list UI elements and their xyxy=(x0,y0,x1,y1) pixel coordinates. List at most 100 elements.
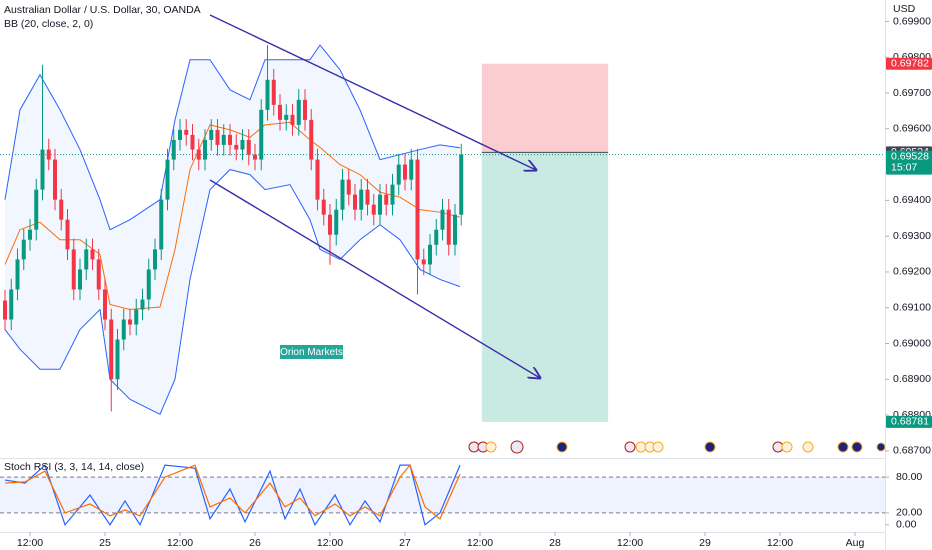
y-tick-label: 20.00 xyxy=(896,507,922,519)
y-tick-label: 0.69700 xyxy=(893,87,931,99)
data-layer xyxy=(3,45,464,527)
candle-body xyxy=(309,119,314,160)
candle-body xyxy=(396,164,401,185)
candle-body xyxy=(421,259,426,265)
annotation-box xyxy=(280,345,343,359)
candle-body xyxy=(334,209,339,235)
candle-body xyxy=(21,239,26,260)
y-tick-label: 0.69300 xyxy=(893,230,931,242)
band-fill xyxy=(5,45,460,415)
y-tick-label: 0.69100 xyxy=(893,302,931,314)
candle-body xyxy=(403,164,407,180)
candle-body xyxy=(165,159,170,200)
candle-body xyxy=(353,194,357,210)
candle-body xyxy=(3,300,7,320)
candle-body xyxy=(71,249,76,290)
candle-body xyxy=(134,309,139,325)
y-tick-label: 0.68900 xyxy=(893,373,931,385)
oscillator-title: Stoch RSI (3, 3, 14, 14, close) xyxy=(4,461,144,473)
candle-body xyxy=(221,134,226,145)
candle-body xyxy=(253,154,257,160)
countdown-label: 15:07 xyxy=(891,161,917,173)
candle-body xyxy=(184,129,189,135)
candle-body xyxy=(303,99,307,120)
price-axis-bg xyxy=(885,0,932,550)
x-tick-label: 29 xyxy=(699,537,711,549)
candle-body xyxy=(84,249,89,270)
currency: USD xyxy=(893,3,916,15)
candle-body xyxy=(115,339,120,380)
candle-body xyxy=(171,139,176,160)
candle-body xyxy=(296,99,301,125)
candle-body xyxy=(90,249,95,260)
indicator-title: BB (20, close, 2, 0) xyxy=(4,18,93,30)
candle-body xyxy=(434,229,439,245)
candle-body xyxy=(140,299,145,310)
candle-body xyxy=(359,189,364,210)
candle-body xyxy=(321,199,326,215)
candle-body xyxy=(246,139,251,155)
y-tick-label: 0.69000 xyxy=(893,337,931,349)
annotation-text: Orion Markets xyxy=(280,347,343,358)
target-label: 0.68781 xyxy=(891,416,929,428)
candle-body xyxy=(15,259,20,290)
bollinger-upper xyxy=(4,44,461,231)
candle-body xyxy=(59,199,64,220)
channel-upper xyxy=(209,14,536,170)
candle-body xyxy=(109,319,114,380)
y-tick-label: 0.69400 xyxy=(893,194,931,206)
candle-body xyxy=(415,159,420,260)
candle-body xyxy=(153,249,157,270)
target-tag xyxy=(886,415,932,428)
last-price-tag xyxy=(886,150,932,175)
candle-body xyxy=(203,139,207,160)
oscillator-line xyxy=(4,463,461,520)
x-tick-label: 27 xyxy=(399,537,411,549)
candle-body xyxy=(178,129,182,140)
candle-body xyxy=(228,134,232,145)
stop-label: 0.69782 xyxy=(891,57,929,69)
candle-body xyxy=(315,159,320,200)
candle-body xyxy=(328,214,332,235)
candle-body xyxy=(159,199,164,250)
background-layer xyxy=(0,44,885,514)
y-tick-label: 0.68700 xyxy=(893,445,931,457)
candle-body xyxy=(190,134,195,150)
candle-body xyxy=(40,149,45,190)
candle-body xyxy=(121,319,126,340)
candle-body xyxy=(215,129,220,145)
event-icons xyxy=(468,440,886,454)
candle-body xyxy=(65,219,70,250)
x-tick-label: 25 xyxy=(99,537,111,549)
candle-body xyxy=(128,319,132,325)
candle-body xyxy=(390,184,395,205)
candle-body xyxy=(53,159,57,200)
candle-body xyxy=(290,114,295,125)
candle-body xyxy=(46,149,51,160)
y-tick-label: 0.00 xyxy=(896,519,917,531)
candle-body xyxy=(196,149,201,160)
candle-body xyxy=(446,209,451,245)
stop-zone xyxy=(481,63,609,153)
x-tick-label: 12:00 xyxy=(17,537,43,549)
y-tick-label: 0.69600 xyxy=(893,123,931,135)
candle-body xyxy=(271,79,276,105)
candle-body xyxy=(440,209,445,230)
candle-body xyxy=(284,114,289,120)
candle-body xyxy=(384,194,389,205)
candle-body xyxy=(409,159,414,180)
stop-tag xyxy=(886,57,932,70)
candle-body xyxy=(378,194,382,215)
channel-lower xyxy=(209,179,540,378)
x-tick-label: 26 xyxy=(249,537,261,549)
candle-body xyxy=(28,229,32,240)
candle-body xyxy=(103,289,107,320)
candle-body xyxy=(259,109,264,160)
candle-body xyxy=(453,214,457,245)
y-tick-label: 0.69900 xyxy=(893,15,931,27)
last-price-label: 0.69528 xyxy=(891,150,929,162)
candle-body xyxy=(371,204,376,215)
candle-body xyxy=(146,269,151,300)
